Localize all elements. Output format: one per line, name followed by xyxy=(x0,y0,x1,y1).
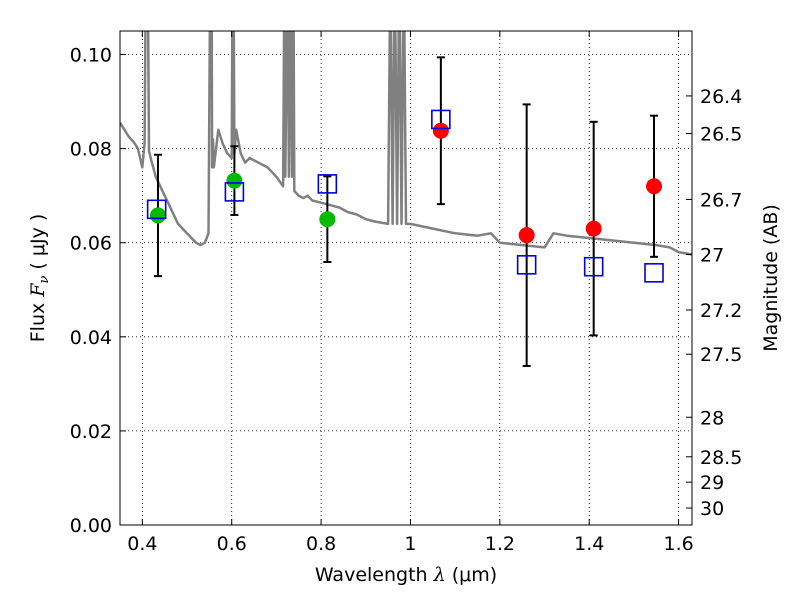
x-tick-label: 0.6 xyxy=(217,533,247,555)
right-tick-label: 26.7 xyxy=(700,189,742,211)
observed-optical-point xyxy=(149,207,166,224)
right-tick-label: 28 xyxy=(700,407,724,429)
right-tick-label: 28.5 xyxy=(700,447,742,469)
y-tick-label: 0.00 xyxy=(70,515,112,537)
right-tick-label: 29 xyxy=(700,472,724,494)
model-synthetic-point xyxy=(431,109,451,130)
y-tick-label: 0.10 xyxy=(70,45,112,67)
x-tick-label: 1 xyxy=(404,533,416,555)
y-axis-label: Flux Fν ( μJy ) xyxy=(27,214,52,343)
y-tick-label: 0.08 xyxy=(70,139,112,161)
observed-nir-point xyxy=(585,220,602,237)
model-sed-line xyxy=(120,31,692,256)
x-axis-label: Wavelength λ (μm) xyxy=(315,564,497,586)
x-tick-label: 1.6 xyxy=(663,533,693,555)
x-tick-label: 1.2 xyxy=(485,533,515,555)
observed-optical-point xyxy=(319,211,336,228)
y-tick-label: 0.02 xyxy=(70,421,112,443)
observed-nir-point xyxy=(646,178,663,195)
plot-frame xyxy=(119,30,693,526)
observed-optical-point xyxy=(226,172,243,189)
x-tick-label: 0.8 xyxy=(306,533,336,555)
model-synthetic-point xyxy=(146,199,167,220)
y-tick-label: 0.04 xyxy=(70,327,112,349)
right-axis-label: Magnitude (AB) xyxy=(760,204,782,352)
x-tick-label: 0.4 xyxy=(127,533,157,555)
axis-ticks: 0.4 0.6 0.8 1 1.2 1.4 1.6 0.00 0.02 0.04 0.06 0.08 0… xyxy=(70,31,742,555)
right-tick-label: 26.4 xyxy=(700,86,742,108)
x-tick-label: 1.4 xyxy=(574,533,604,555)
y-tick-label: 0.06 xyxy=(70,233,112,255)
right-tick-label: 27.5 xyxy=(700,344,742,366)
model-synthetic-point xyxy=(644,263,664,283)
model-synthetic-point xyxy=(516,255,537,275)
right-tick-label: 30 xyxy=(700,498,724,520)
model-synthetic-point xyxy=(317,174,338,194)
right-tick-label: 27.2 xyxy=(700,300,742,322)
markers xyxy=(146,109,664,283)
sed-layer xyxy=(120,31,692,256)
observed-nir-point xyxy=(518,227,535,244)
observed-nir-point xyxy=(432,122,449,139)
model-synthetic-point xyxy=(224,182,245,202)
right-tick-label: 26.5 xyxy=(700,124,742,146)
model-synthetic-point xyxy=(583,256,604,277)
right-tick-label: 27 xyxy=(700,244,724,266)
